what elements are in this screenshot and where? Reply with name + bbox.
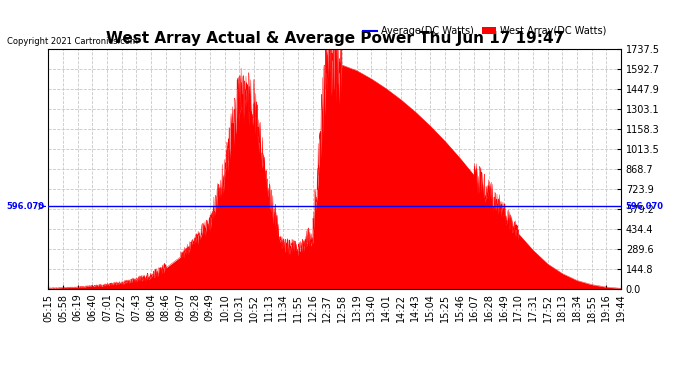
Text: 596.070: 596.070 [6, 202, 44, 211]
Text: Copyright 2021 Cartronics.com: Copyright 2021 Cartronics.com [7, 38, 138, 46]
Title: West Array Actual & Average Power Thu Jun 17 19:47: West Array Actual & Average Power Thu Ju… [106, 31, 564, 46]
Legend: Average(DC Watts), West Array(DC Watts): Average(DC Watts), West Array(DC Watts) [359, 22, 611, 40]
Text: 596.070: 596.070 [625, 202, 663, 211]
